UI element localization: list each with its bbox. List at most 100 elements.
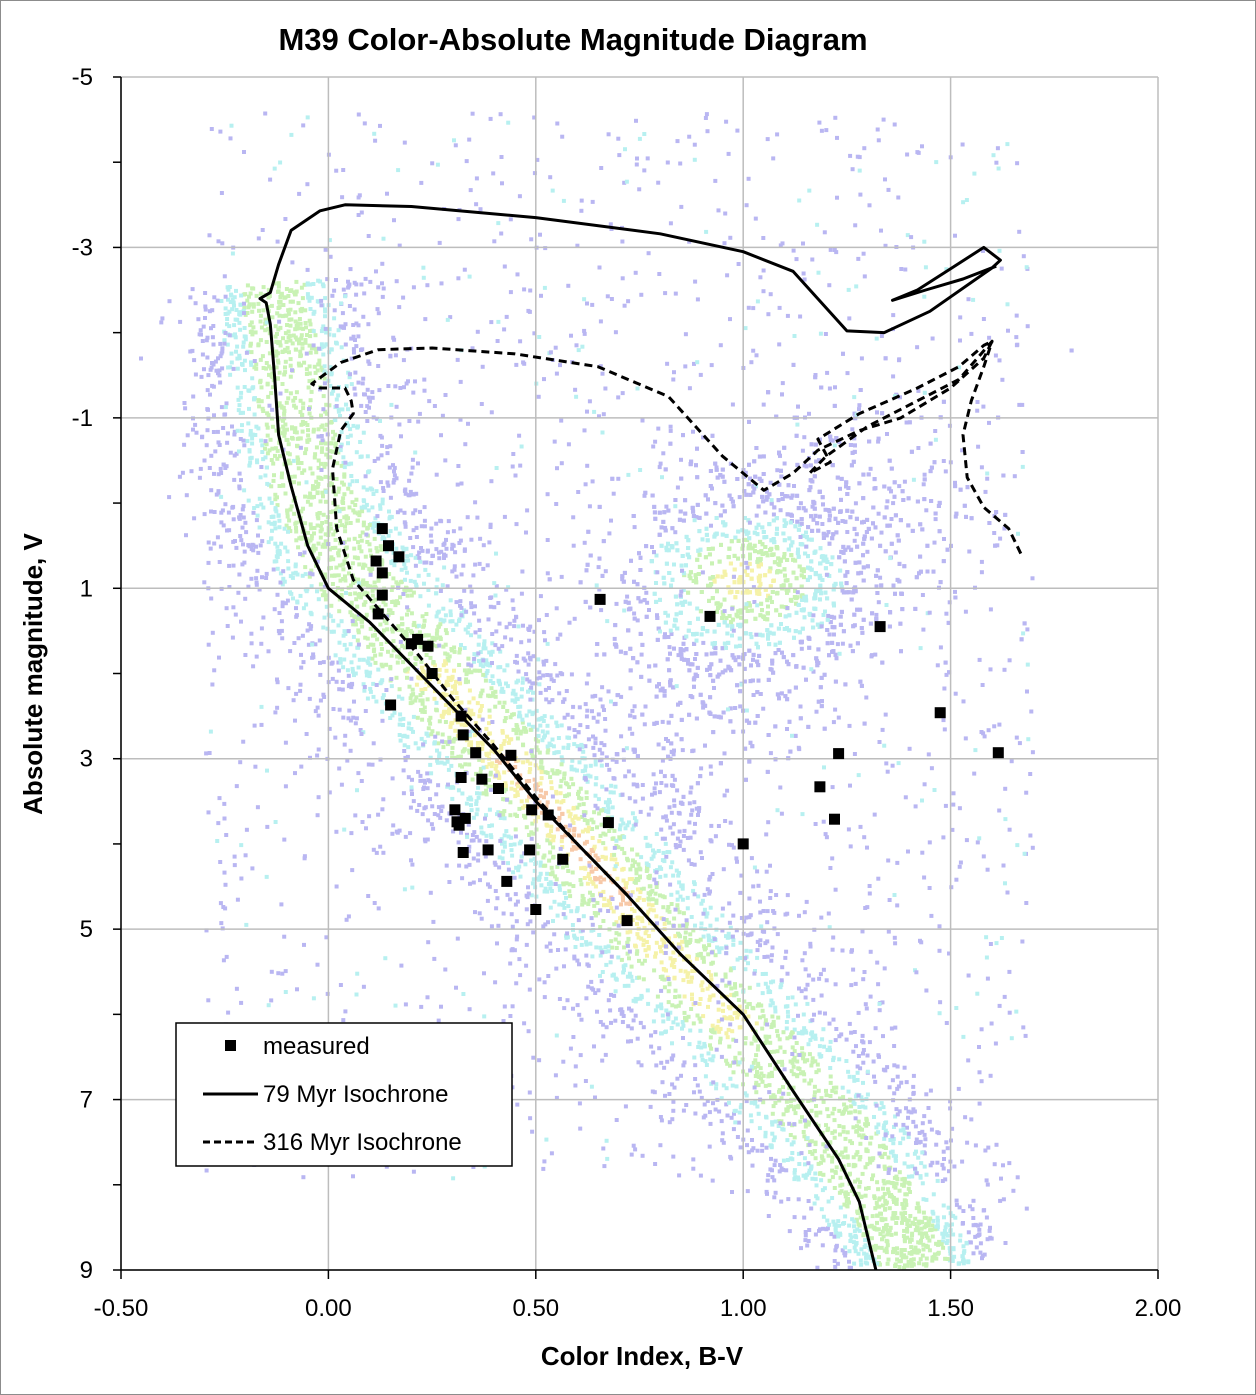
density-cell (678, 934, 682, 939)
density-cell (443, 651, 448, 656)
density-cell (549, 865, 554, 870)
density-cell (300, 553, 305, 558)
density-cell (654, 898, 659, 903)
density-cell (371, 681, 376, 686)
density-cell (684, 1018, 689, 1023)
density-cell (540, 729, 545, 734)
density-cell (639, 1063, 644, 1068)
density-cell (283, 365, 287, 370)
density-cell (566, 904, 571, 909)
density-cell (308, 322, 313, 327)
density-cell (256, 342, 261, 347)
density-cell (603, 945, 608, 950)
density-cell (567, 828, 572, 833)
density-cell (843, 1194, 848, 1199)
density-cell (565, 712, 570, 717)
density-cell (324, 422, 329, 427)
density-cell (336, 328, 341, 333)
density-cell (346, 673, 351, 678)
density-cell (873, 1247, 878, 1252)
density-cell (451, 785, 456, 790)
density-cell (656, 849, 661, 853)
density-cell (763, 1134, 768, 1139)
density-cell (341, 665, 346, 670)
density-cell (419, 546, 423, 550)
density-cell (430, 804, 435, 809)
density-cell (731, 845, 736, 850)
density-cell (545, 673, 550, 677)
density-cell (525, 922, 530, 927)
density-cell (305, 499, 310, 504)
density-cell (374, 489, 379, 494)
density-cell (551, 845, 556, 850)
density-cell (779, 1096, 784, 1101)
density-cell (559, 723, 564, 728)
density-cell (264, 361, 269, 365)
density-cell (599, 763, 604, 768)
density-cell (296, 457, 301, 462)
density-cell (504, 829, 509, 834)
density-cell (887, 1085, 892, 1090)
density-cell (655, 1004, 660, 1009)
density-cell (688, 1028, 693, 1033)
density-cell (568, 894, 573, 899)
density-cell (756, 1044, 761, 1049)
density-cell (597, 811, 602, 816)
density-cell (831, 1058, 836, 1063)
density-cell (726, 1027, 731, 1032)
density-cell (651, 908, 656, 913)
density-cell (748, 1113, 753, 1118)
density-cell (708, 874, 713, 879)
density-cell (906, 1174, 911, 1179)
density-cell (831, 1017, 836, 1022)
density-cell (428, 677, 432, 682)
density-cell (200, 339, 205, 343)
density-cell (788, 1133, 793, 1137)
density-cell (694, 956, 699, 961)
density-cell (469, 797, 474, 802)
density-cell (512, 624, 517, 629)
density-cell (802, 1134, 807, 1139)
density-cell (789, 1142, 794, 1147)
density-cell (308, 626, 313, 631)
density-cell (833, 1248, 838, 1253)
density-cell (287, 518, 292, 523)
density-cell (625, 951, 630, 956)
density-cell (893, 1114, 898, 1119)
density-cell (423, 780, 427, 785)
density-cell (528, 761, 533, 766)
density-cell (792, 1055, 797, 1060)
density-cell (376, 364, 381, 368)
density-cell (927, 1248, 932, 1253)
density-cell (520, 676, 525, 681)
density-cell (365, 487, 370, 492)
density-cell (724, 1102, 729, 1107)
density-cell (264, 571, 269, 576)
density-cell (361, 520, 366, 525)
density-cell (534, 745, 539, 750)
density-cell (971, 1216, 976, 1220)
density-cell (789, 1069, 794, 1074)
density-cell (309, 584, 314, 589)
density-cell (434, 792, 439, 797)
density-cell (310, 655, 315, 660)
density-cell (387, 608, 391, 613)
density-cell (614, 920, 619, 925)
density-cell (728, 968, 733, 973)
density-cell (321, 542, 326, 547)
density-cell (439, 433, 443, 438)
density-cell (338, 414, 342, 418)
density-cell (440, 732, 445, 737)
density-cell (757, 1002, 761, 1007)
density-cell (401, 358, 406, 363)
density-cell (413, 379, 417, 384)
density-cell (333, 432, 338, 437)
density-cell (803, 987, 808, 992)
density-cell (761, 909, 766, 913)
density-cell (288, 374, 293, 379)
density-cell (692, 800, 697, 805)
density-cell (661, 943, 666, 948)
density-cell (286, 294, 291, 298)
density-cell (299, 665, 304, 670)
density-cell (851, 1162, 856, 1167)
